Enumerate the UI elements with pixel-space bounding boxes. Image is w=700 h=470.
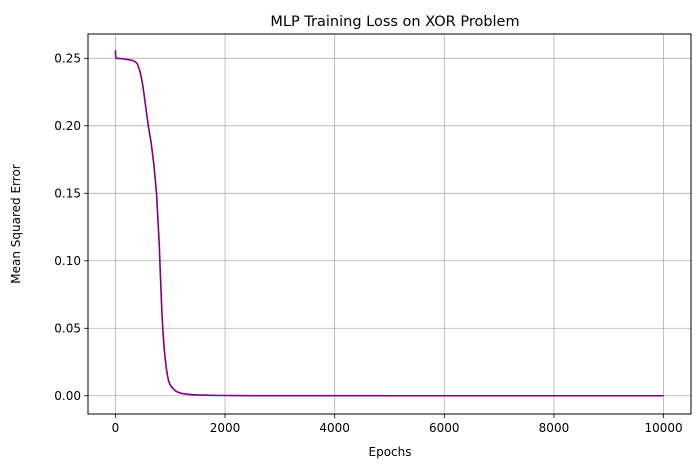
x-tick-label: 8000 [539, 421, 570, 435]
y-tick-label: 0.05 [54, 321, 81, 335]
series-layer [114, 50, 664, 397]
x-tick-label: 2000 [210, 421, 241, 435]
x-tick-label: 6000 [429, 421, 460, 435]
x-tick-label: 0 [112, 421, 120, 435]
y-axis-ticks: 0.00 0.05 0.10 0.15 0.20 0.25 [54, 51, 88, 403]
x-axis-label: Epochs [369, 445, 412, 459]
chart-title: MLP Training Loss on XOR Problem [270, 14, 519, 30]
y-tick-label: 0.20 [54, 119, 81, 133]
x-axis-ticks: 0 2000 4000 6000 8000 10000 [112, 414, 683, 435]
loss-line [114, 50, 664, 397]
grid-lines [88, 34, 691, 414]
x-tick-label: 10000 [644, 421, 682, 435]
y-tick-label: 0.15 [54, 186, 81, 200]
y-axis-label: Mean Squared Error [9, 164, 23, 284]
y-tick-label: 0.00 [54, 389, 81, 403]
x-tick-label: 4000 [319, 421, 350, 435]
y-tick-label: 0.10 [54, 254, 81, 268]
plot-area-frame [87, 33, 692, 415]
y-tick-label: 0.25 [54, 51, 81, 65]
